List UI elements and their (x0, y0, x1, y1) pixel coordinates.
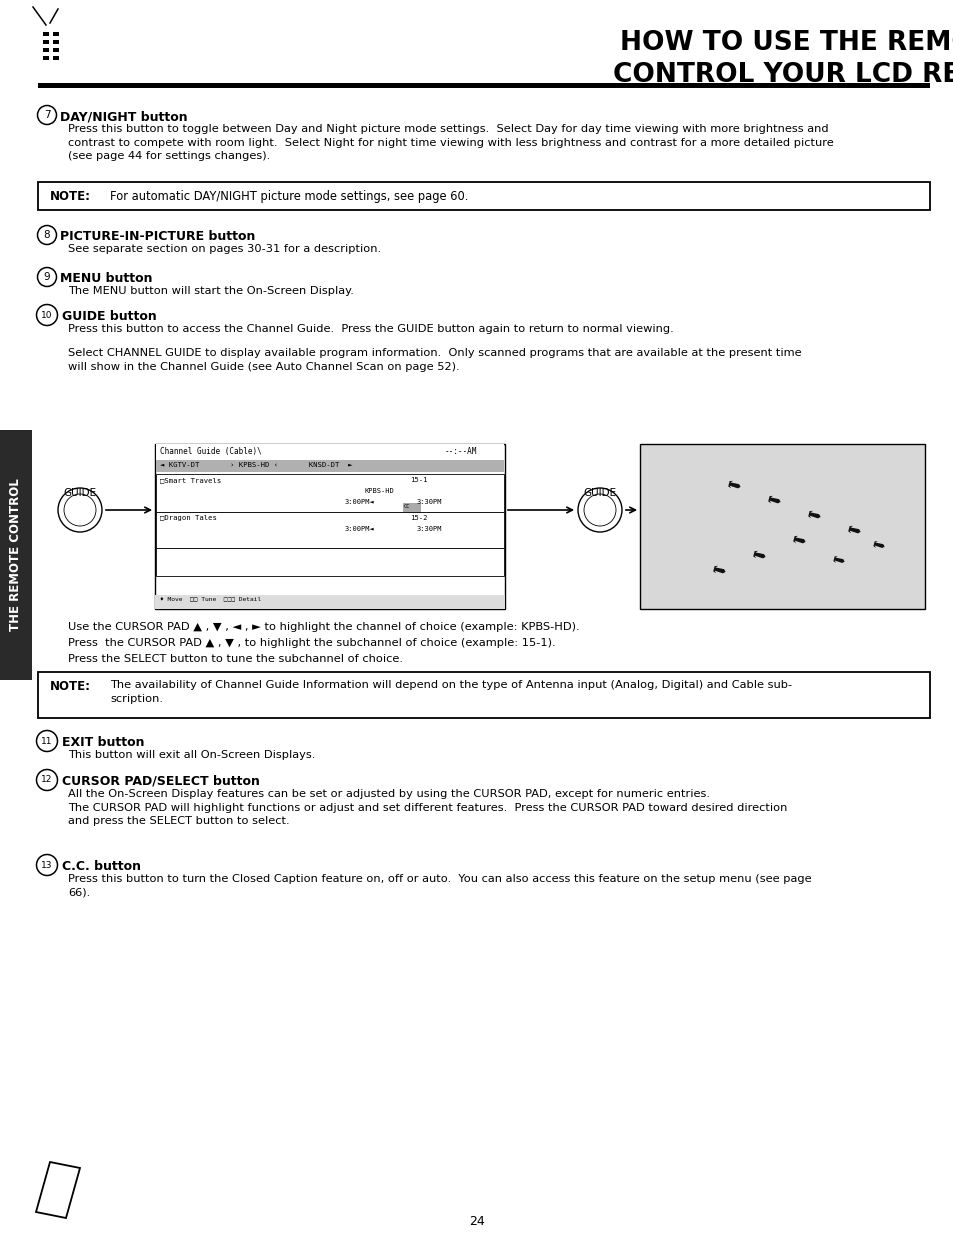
Text: Channel Guide (Cable)\: Channel Guide (Cable)\ (160, 447, 261, 456)
Text: MENU button: MENU button (60, 272, 152, 285)
Bar (38, 83, 929, 88)
Text: 8: 8 (44, 230, 51, 240)
Polygon shape (753, 551, 765, 558)
Polygon shape (833, 556, 843, 563)
Text: --:--AM: --:--AM (444, 447, 476, 456)
Text: C.C. button: C.C. button (62, 860, 141, 873)
Text: The MENU button will start the On-Screen Display.: The MENU button will start the On-Screen… (68, 287, 354, 296)
Polygon shape (847, 526, 860, 534)
Bar (53, 56, 59, 61)
Polygon shape (767, 495, 780, 504)
Text: 9: 9 (44, 272, 51, 282)
Bar (154, 595, 504, 609)
Text: HOW TO USE THE REMOTE TO: HOW TO USE THE REMOTE TO (619, 30, 953, 56)
Bar (156, 548, 503, 576)
Polygon shape (807, 511, 820, 519)
Bar (38, 672, 929, 718)
Text: 10: 10 (41, 310, 52, 320)
Text: This button will exit all On-Screen Displays.: This button will exit all On-Screen Disp… (68, 750, 315, 760)
Text: All the On-Screen Display features can be set or adjusted by using the CURSOR PA: All the On-Screen Display features can b… (68, 789, 786, 826)
Text: Press this button to turn the Closed Caption feature on, off or auto.  You can a: Press this button to turn the Closed Cap… (68, 874, 811, 898)
Text: THE REMOTE CONTROL: THE REMOTE CONTROL (10, 479, 23, 631)
Text: Use the CURSOR PAD ▲ , ▼ , ◄ , ► to highlight the channel of choice (example: KP: Use the CURSOR PAD ▲ , ▼ , ◄ , ► to high… (68, 622, 579, 632)
Text: For automatic DAY/NIGHT picture mode settings, see page 60.: For automatic DAY/NIGHT picture mode set… (110, 190, 468, 203)
Text: 11: 11 (41, 736, 52, 746)
Polygon shape (727, 480, 740, 488)
Bar (53, 48, 59, 52)
Text: GUIDE: GUIDE (63, 488, 96, 498)
Text: KPBS-HD: KPBS-HD (365, 488, 395, 494)
Bar (43, 40, 49, 44)
Text: 12: 12 (41, 776, 52, 784)
Text: Press this button to access the Channel Guide.  Press the GUIDE button again to : Press this button to access the Channel … (68, 324, 673, 333)
Text: 3:00PM◄: 3:00PM◄ (345, 526, 375, 532)
Text: NOTE:: NOTE: (50, 680, 91, 693)
Text: NOTE:: NOTE: (50, 190, 91, 203)
Text: Press  the CURSOR PAD ▲ , ▼ , to highlight the subchannel of choice (example: 15: Press the CURSOR PAD ▲ , ▼ , to highligh… (68, 638, 555, 648)
Text: Press this button to toggle between Day and Night picture mode settings.  Select: Press this button to toggle between Day … (68, 124, 833, 162)
Bar (43, 32, 49, 36)
Text: 15-2: 15-2 (410, 515, 427, 521)
Text: EXIT button: EXIT button (62, 736, 144, 748)
Bar (38, 182, 929, 210)
Bar (156, 459, 503, 472)
Text: 3:30PM: 3:30PM (416, 526, 442, 532)
Text: CURSOR PAD/SELECT button: CURSOR PAD/SELECT button (62, 776, 259, 788)
Bar (0, 430, 32, 680)
Text: 7: 7 (44, 110, 51, 120)
Text: 13: 13 (41, 861, 52, 869)
Polygon shape (713, 566, 725, 573)
Text: CC: CC (403, 504, 410, 509)
Text: 3:30PM: 3:30PM (416, 499, 442, 505)
Text: DAY/NIGHT button: DAY/NIGHT button (60, 110, 188, 124)
Bar (156, 513, 503, 548)
Polygon shape (873, 541, 883, 548)
Text: The availability of Channel Guide Information will depend on the type of Antenna: The availability of Channel Guide Inform… (110, 680, 791, 704)
Text: Press the SELECT button to tune the subchannel of choice.: Press the SELECT button to tune the subc… (68, 655, 402, 664)
Text: □Smart Travels: □Smart Travels (160, 477, 221, 483)
Text: ◄ KGTV-DT       › KPBS-HD ‹       KNSD-DT  ►: ◄ KGTV-DT › KPBS-HD ‹ KNSD-DT ► (160, 462, 352, 468)
Text: PICTURE-IN-PICTURE button: PICTURE-IN-PICTURE button (60, 230, 255, 243)
Text: Select CHANNEL GUIDE to display available program information.  Only scanned pro: Select CHANNEL GUIDE to display availabl… (68, 348, 801, 372)
Text: 24: 24 (469, 1215, 484, 1228)
Polygon shape (792, 536, 804, 543)
Bar (156, 474, 503, 513)
Text: 3:00PM◄: 3:00PM◄ (345, 499, 375, 505)
Text: □Dragon Tales: □Dragon Tales (160, 515, 216, 521)
Text: GUIDE: GUIDE (583, 488, 616, 498)
Text: CONTROL YOUR LCD REAR PTV: CONTROL YOUR LCD REAR PTV (612, 62, 953, 88)
Text: See separate section on pages 30-31 for a description.: See separate section on pages 30-31 for … (68, 245, 381, 254)
Bar (402, 503, 420, 513)
Bar (53, 32, 59, 36)
Text: GUIDE button: GUIDE button (62, 310, 156, 324)
Text: 15-1: 15-1 (410, 477, 427, 483)
Bar (156, 445, 503, 459)
Text: ♦ Move  □□ Tune  □□□ Detail: ♦ Move □□ Tune □□□ Detail (160, 597, 261, 601)
Bar (639, 445, 924, 609)
Bar (154, 445, 504, 609)
Bar (43, 48, 49, 52)
Bar (53, 40, 59, 44)
Bar (43, 56, 49, 61)
